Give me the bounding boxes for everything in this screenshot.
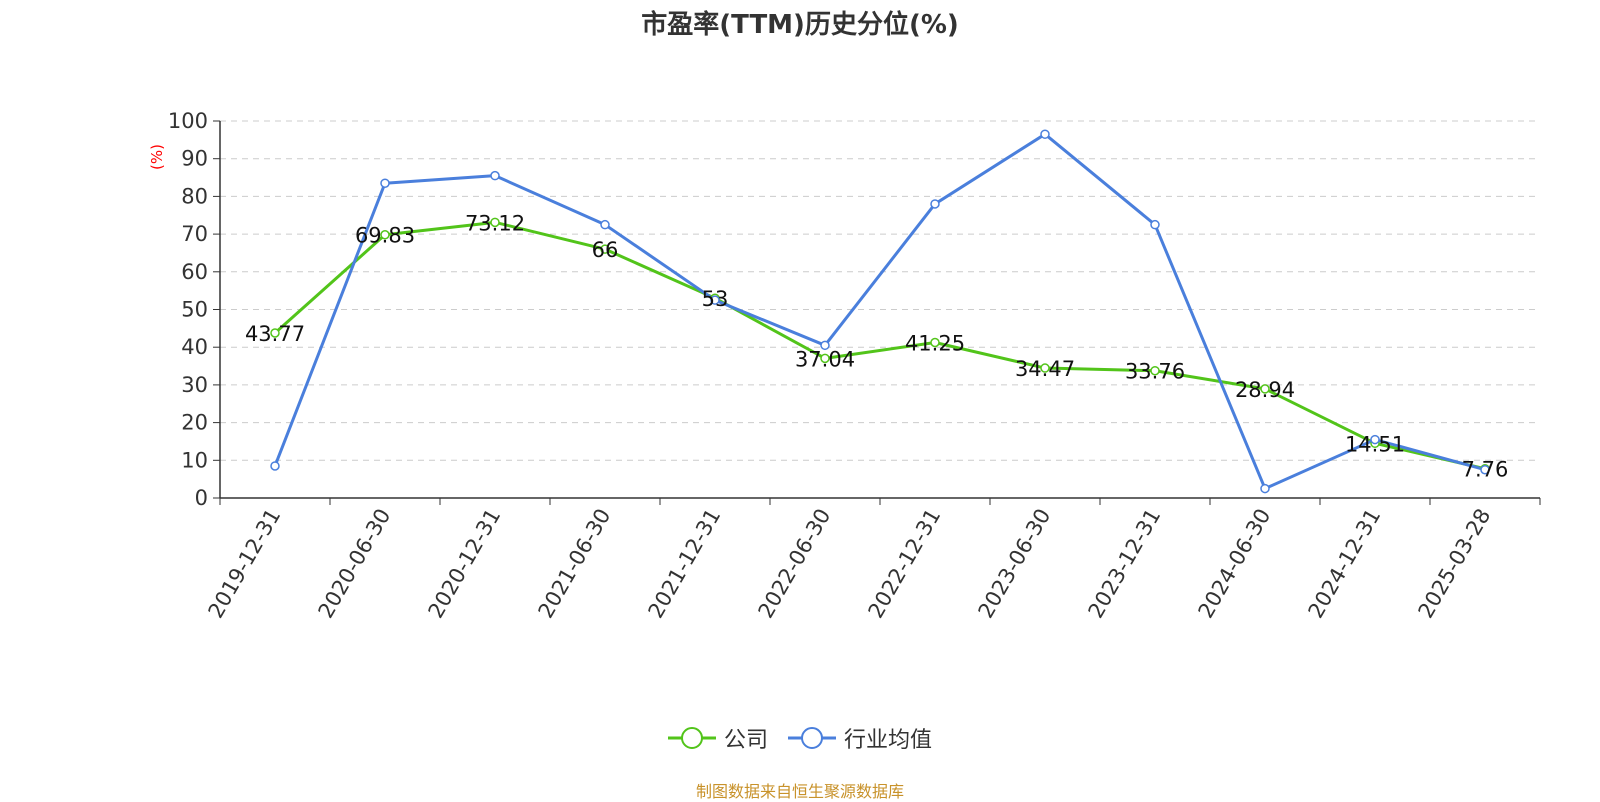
data-point-industry-avg xyxy=(1370,434,1380,445)
data-point-industry-avg xyxy=(1260,483,1270,494)
y-tick-label: 20 xyxy=(181,411,208,435)
data-point-company xyxy=(600,244,610,254)
data-point-company xyxy=(490,217,500,228)
data-point-company xyxy=(1040,363,1050,373)
data-point-industry-avg xyxy=(600,219,610,230)
legend-item-industry-avg[interactable]: 行业均值 xyxy=(788,722,932,754)
y-tick-label: 100 xyxy=(168,109,208,133)
data-label: 37.04 xyxy=(795,347,855,371)
x-tick-label: 2021-12-31 xyxy=(644,505,726,623)
data-point-company xyxy=(270,328,280,338)
x-tick-label: 2023-06-30 xyxy=(974,505,1056,623)
data-point-industry-avg xyxy=(380,178,390,188)
y-tick-label: 40 xyxy=(181,335,208,359)
x-tick-label: 2022-06-30 xyxy=(754,505,836,623)
data-point-company xyxy=(1150,365,1160,376)
x-tick-label: 2024-12-31 xyxy=(1304,505,1386,623)
y-tick-label: 50 xyxy=(181,298,208,322)
y-tick-label: 10 xyxy=(181,448,208,472)
data-label: 28.94 xyxy=(1235,378,1295,402)
data-point-industry-avg xyxy=(1480,464,1490,475)
data-point-company xyxy=(1260,384,1270,394)
data-point-industry-avg xyxy=(1150,219,1160,230)
data-point-industry-avg xyxy=(930,199,940,209)
data-label: 66 xyxy=(592,238,619,262)
data-point-company xyxy=(820,353,830,364)
data-label: 14.51 xyxy=(1345,432,1405,456)
y-tick-label: 90 xyxy=(181,147,208,171)
data-point-industry-avg xyxy=(1040,129,1050,139)
data-label: 69.83 xyxy=(355,224,415,248)
y-tick-label: 70 xyxy=(181,222,208,246)
x-tick-label: 2019-12-31 xyxy=(204,505,286,623)
data-point-industry-avg xyxy=(270,461,280,471)
data-label: 7.76 xyxy=(1462,458,1509,482)
data-label: 34.47 xyxy=(1015,357,1075,381)
data-point-industry-avg xyxy=(490,170,500,181)
data-label: 43.77 xyxy=(245,322,305,346)
data-label: 41.25 xyxy=(905,331,965,355)
x-tick-label: 2020-06-30 xyxy=(314,505,396,623)
data-label: 53 xyxy=(702,287,729,311)
x-tick-label: 2022-12-31 xyxy=(864,505,946,623)
series-line-industry-avg xyxy=(273,132,1486,491)
chart-legend: 公司 行业均值 xyxy=(0,722,1600,754)
x-tick-label: 2023-12-31 xyxy=(1084,505,1166,623)
data-source-note: 制图数据来自恒生聚源数据库 xyxy=(695,782,904,801)
chart-title: 市盈率(TTM)历史分位(%) xyxy=(641,10,959,40)
series-line-company xyxy=(274,220,1486,471)
data-point-company xyxy=(930,337,940,348)
y-tick-label: 80 xyxy=(181,184,208,208)
legend-label-company: 公司 xyxy=(723,728,768,753)
x-tick-label: 2020-12-31 xyxy=(424,505,506,623)
y-axis-label: (%) xyxy=(148,144,166,170)
x-tick-label: 2025-03-28 xyxy=(1414,505,1496,623)
legend-line-circle-icon xyxy=(788,727,836,749)
x-tick-label: 2024-06-30 xyxy=(1194,505,1276,623)
legend-label-industry-avg: 行业均值 xyxy=(844,728,933,753)
y-tick-label: 30 xyxy=(181,373,208,397)
data-point-industry-avg xyxy=(710,295,720,305)
y-tick-label: 0 xyxy=(195,486,208,510)
data-label: 33.76 xyxy=(1125,360,1185,384)
x-tick-label: 2021-06-30 xyxy=(534,505,616,623)
legend-item-company[interactable]: 公司 xyxy=(667,722,768,754)
data-point-industry-avg xyxy=(820,340,830,351)
data-label: 73.12 xyxy=(465,211,525,235)
y-tick-label: 60 xyxy=(181,260,208,284)
data-point-company xyxy=(380,229,390,240)
legend-line-circle-icon xyxy=(667,727,716,749)
